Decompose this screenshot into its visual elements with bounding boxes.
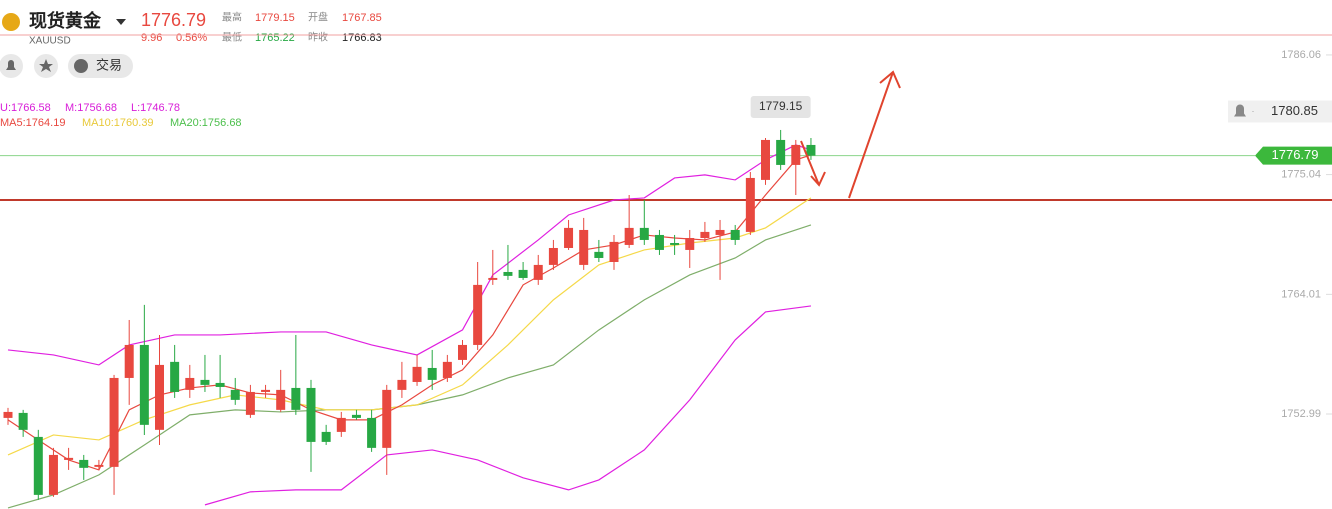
star-icon <box>39 59 53 72</box>
indicator-label: MA10:1760.39 <box>82 117 154 129</box>
indicator-line <box>7 197 812 456</box>
alert-price: 1780.85 <box>1271 103 1318 118</box>
candle-body <box>230 389 240 400</box>
price: 1776.79 <box>141 10 206 30</box>
candle-body <box>33 436 43 495</box>
y-tick-label: 1752.99 <box>1281 408 1321 420</box>
candle-body <box>94 464 104 467</box>
candle-body <box>700 231 710 238</box>
down-arrow <box>800 140 826 187</box>
candle-body <box>3 411 13 418</box>
candle-body <box>321 431 331 442</box>
candle-body <box>276 389 286 410</box>
candle-body <box>261 389 271 392</box>
trade-icon <box>74 59 88 73</box>
candle-body <box>518 269 528 278</box>
dropdown-caret[interactable] <box>116 19 126 25</box>
plot-area: 1786.06 1775.04 1764.01 1752.99 1776.79 1780.… <box>0 34 1332 509</box>
candle-body <box>64 457 74 460</box>
y-tick-label: 1775.04 <box>1281 168 1321 180</box>
candle-body <box>715 229 725 235</box>
candle-body <box>18 412 28 430</box>
candle-body <box>79 459 89 468</box>
candle-body <box>245 391 255 415</box>
trade-button-label[interactable]: 交易 <box>96 57 122 72</box>
candle-body <box>382 389 392 448</box>
bell-icon <box>6 60 16 70</box>
candle-body <box>109 377 119 467</box>
low-value: 1765.22 <box>255 32 295 44</box>
indicator-label: U:1766.58 <box>0 102 51 114</box>
candle-body <box>806 144 816 156</box>
candle-body <box>594 251 604 258</box>
candle-body <box>442 361 452 378</box>
prev-value: 1766.83 <box>342 32 382 44</box>
candle-body <box>336 417 346 432</box>
indicator-label: MA5:1764.19 <box>0 117 65 129</box>
candle-body <box>791 144 801 165</box>
candle-body <box>776 139 786 165</box>
change: 9.96 <box>141 32 162 44</box>
alert-box <box>1228 100 1332 123</box>
high-bubble <box>750 95 811 118</box>
candle-body <box>155 364 164 430</box>
logo <box>2 13 20 31</box>
candle-body <box>564 227 574 248</box>
candle-body <box>351 414 361 418</box>
candle-body <box>503 271 513 276</box>
candle-body <box>654 234 664 250</box>
candle-body <box>533 264 543 280</box>
candle-body <box>458 344 467 360</box>
candle-body <box>624 227 634 245</box>
instrument-name[interactable]: 现货黄金 <box>29 10 102 31</box>
candle-body <box>48 454 58 495</box>
indicator-line <box>7 154 812 471</box>
high-value: 1779.15 <box>255 12 295 24</box>
up-arrow <box>848 70 901 199</box>
prev-label: 昨收 <box>308 31 328 44</box>
candle-body <box>397 379 407 390</box>
candle-body <box>639 227 649 240</box>
open-value: 1767.85 <box>342 12 382 24</box>
candle-body <box>412 366 422 382</box>
candle-body <box>730 229 740 240</box>
high-bubble-label: 1779.15 <box>759 99 803 113</box>
symbol: XAUUSD <box>29 36 71 47</box>
candle-body <box>367 417 377 448</box>
candle-body <box>139 344 149 425</box>
low-label: 最低 <box>222 31 242 44</box>
candle-body <box>473 284 483 345</box>
candle-body <box>200 379 210 385</box>
candle-body <box>215 382 225 387</box>
candle-body <box>291 387 301 410</box>
y-tick-label: 1764.01 <box>1281 288 1321 300</box>
indicator-line <box>7 144 812 366</box>
candle-body <box>170 361 180 392</box>
alert-bell <box>1234 104 1246 117</box>
last-price-tag <box>1255 146 1332 165</box>
high-label: 最高 <box>222 11 242 24</box>
indicator-label: MA20:1756.68 <box>170 117 242 129</box>
indicator-line <box>204 305 812 506</box>
candle-body <box>548 247 558 265</box>
y-tick-label: 1786.06 <box>1281 49 1321 61</box>
last-price-label: 1776.79 <box>1272 147 1319 162</box>
candle-body <box>579 229 589 265</box>
candle-body <box>745 177 755 232</box>
candle-body <box>306 387 316 442</box>
candle-body <box>685 237 695 250</box>
candle-body <box>609 241 619 262</box>
change-pct: 0.56% <box>176 32 207 44</box>
open-label: 开盘 <box>308 11 328 24</box>
candle-body <box>488 277 498 280</box>
indicator-label: L:1746.78 <box>131 102 180 114</box>
candle-body <box>124 344 134 378</box>
candle-body <box>670 242 680 245</box>
candle-body <box>427 367 437 380</box>
candle-body <box>185 377 195 390</box>
indicator-label: M:1756.68 <box>65 102 117 114</box>
candle-body <box>761 139 770 180</box>
